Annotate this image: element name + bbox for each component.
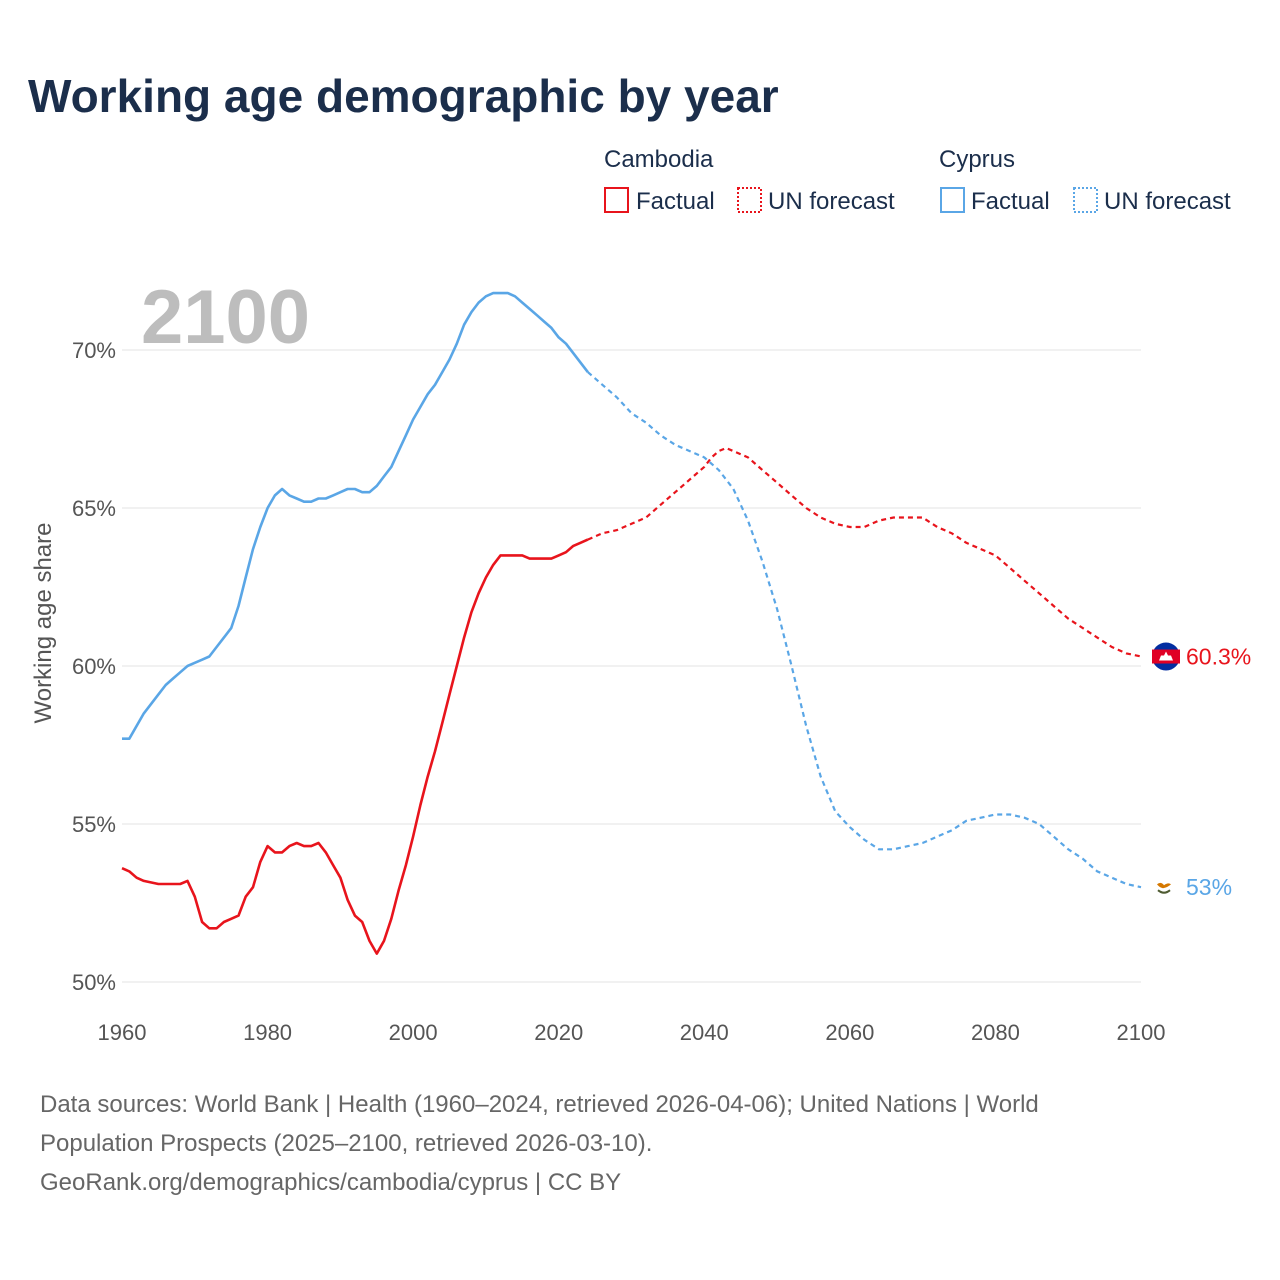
x-tick-label: 2100 — [1117, 1020, 1166, 1045]
footer-sources-line-2: Population Prospects (2025–2100, retriev… — [40, 1130, 653, 1157]
y-tick-label: 50% — [72, 970, 116, 995]
y-axis: 50% 55% 60% 65% 70% — [72, 338, 116, 995]
chart-title: Working age demographic by year — [28, 70, 779, 122]
y-tick-label: 65% — [72, 496, 116, 521]
legend-label-cyprus-factual[interactable]: Factual — [971, 188, 1050, 215]
y-tick-label: 55% — [72, 812, 116, 837]
x-axis: 1960 1980 2000 2020 2040 2060 2080 2100 — [98, 1020, 1166, 1045]
legend-group-cyprus: Cyprus — [939, 146, 1015, 173]
x-tick-label: 2060 — [825, 1020, 874, 1045]
legend-swatch-cambodia-forecast[interactable] — [737, 187, 762, 213]
cambodia-flag-icon — [1152, 642, 1180, 671]
cambodia-forecast-line[interactable] — [587, 446, 1142, 658]
cyprus-forecast-line[interactable] — [587, 371, 1142, 889]
footer-attribution: GeoRank.org/demographics/cambodia/cyprus… — [40, 1169, 622, 1196]
y-axis-label: Working age share — [30, 523, 57, 724]
year-watermark: 2100 — [141, 275, 310, 360]
x-tick-label: 1980 — [243, 1020, 292, 1045]
x-tick-label: 2040 — [680, 1020, 729, 1045]
cyprus-flag-icon — [1152, 875, 1176, 900]
legend-swatch-cambodia-factual[interactable] — [604, 187, 629, 213]
footer-sources-line-1: Data sources: World Bank | Health (1960–… — [40, 1091, 1039, 1118]
x-tick-label: 2080 — [971, 1020, 1020, 1045]
legend-swatch-cyprus-forecast[interactable] — [1073, 187, 1098, 213]
cyprus-end-value: 53% — [1186, 874, 1232, 900]
grid — [122, 349, 1141, 983]
legend-label-cambodia-forecast[interactable]: UN forecast — [768, 188, 895, 215]
y-tick-label: 60% — [72, 654, 116, 679]
legend-group-cambodia: Cambodia — [604, 146, 714, 173]
legend-label-cyprus-forecast[interactable]: UN forecast — [1104, 188, 1231, 215]
legend-label-cambodia-factual[interactable]: Factual — [636, 188, 715, 215]
y-tick-label: 70% — [72, 338, 116, 363]
x-tick-label: 2020 — [534, 1020, 583, 1045]
legend-swatch-cyprus-factual[interactable] — [940, 187, 965, 213]
cambodia-factual-line[interactable] — [121, 538, 589, 955]
x-tick-label: 2000 — [389, 1020, 438, 1045]
series — [121, 291, 1142, 955]
cambodia-end-value: 60.3% — [1186, 644, 1251, 670]
cyprus-factual-line[interactable] — [122, 291, 589, 740]
legend: Cambodia Factual UN forecast Cyprus Fact… — [604, 146, 1231, 215]
x-tick-label: 1960 — [98, 1020, 147, 1045]
footer: Data sources: World Bank | Health (1960–… — [40, 1085, 1240, 1202]
